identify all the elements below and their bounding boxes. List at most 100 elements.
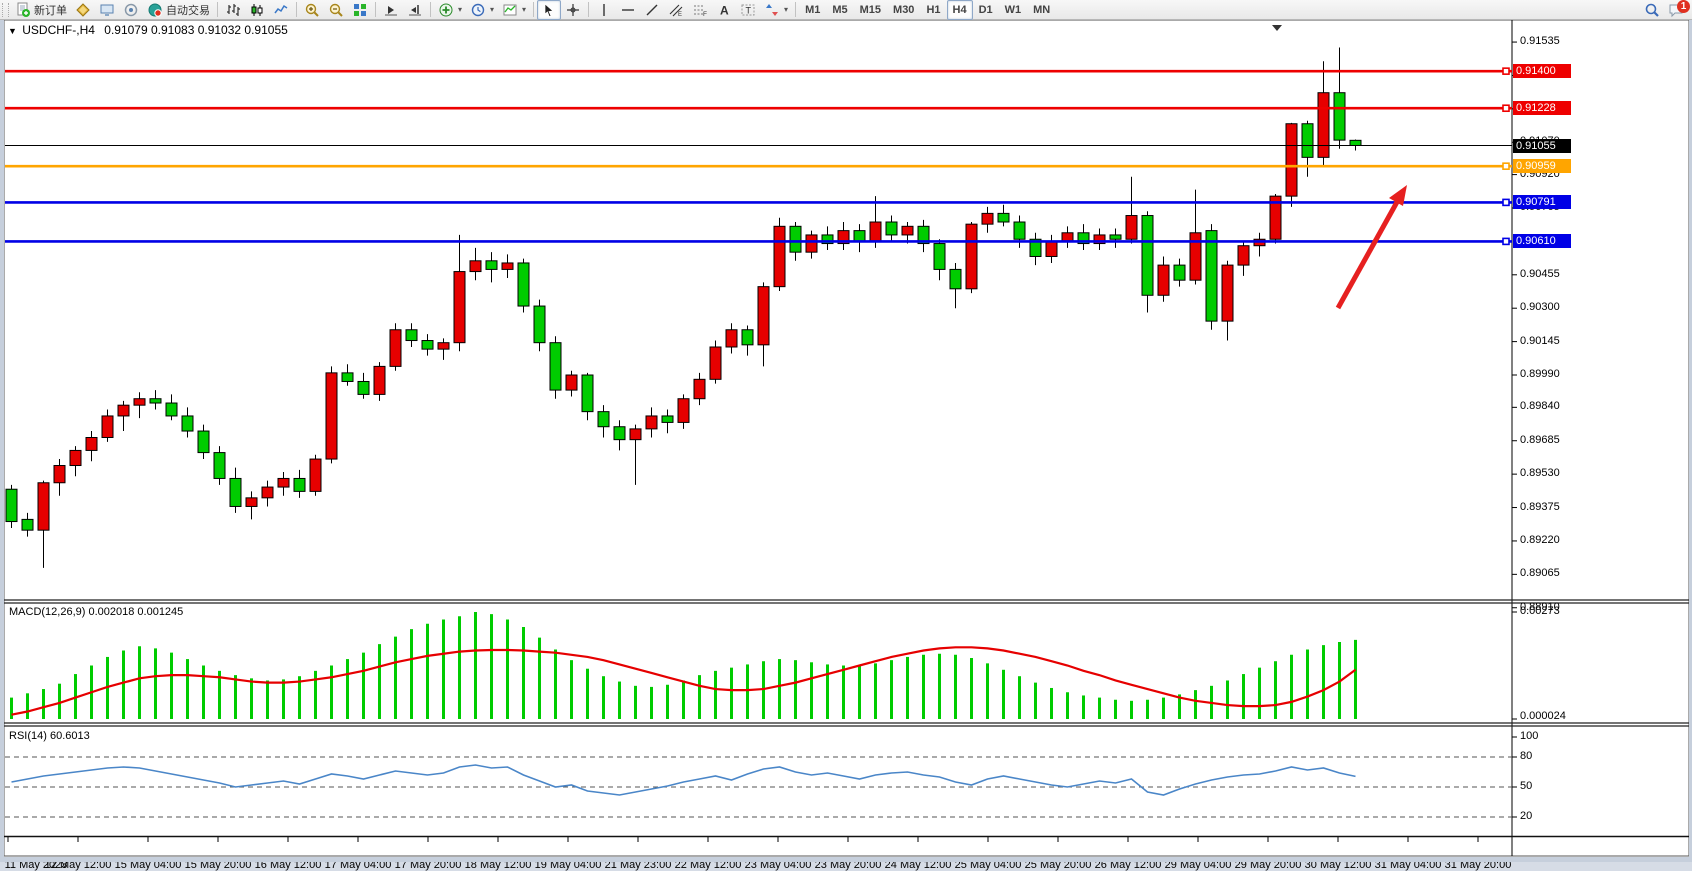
tf-m30-button-label: M30 bbox=[893, 3, 915, 16]
shapes-icon bbox=[766, 3, 779, 16]
new-order-button[interactable]: 新订单 bbox=[11, 0, 71, 20]
chart-shift-marker[interactable] bbox=[1272, 25, 1282, 31]
charts-button[interactable] bbox=[71, 0, 95, 20]
candle bbox=[885, 221, 898, 236]
bar-chart-mode-button[interactable] bbox=[221, 0, 245, 20]
candle bbox=[981, 212, 994, 225]
svg-text:E: E bbox=[678, 12, 682, 18]
line-endpoint-marker[interactable] bbox=[1502, 104, 1510, 113]
tile-windows-button[interactable] bbox=[348, 0, 372, 20]
zoom-in-button[interactable] bbox=[300, 0, 324, 20]
time-axis[interactable] bbox=[5, 837, 1688, 857]
horizontal-line-button[interactable] bbox=[616, 0, 640, 20]
text-label-button[interactable]: T bbox=[736, 0, 760, 20]
template-icon bbox=[503, 4, 517, 15]
candle bbox=[181, 415, 194, 432]
doc-plus-icon bbox=[17, 2, 30, 17]
tf-w1-button-label: W1 bbox=[1004, 3, 1022, 16]
candle bbox=[261, 486, 274, 499]
rsi-line bbox=[11, 764, 1356, 796]
candle bbox=[1189, 232, 1202, 281]
chart-shift-button[interactable] bbox=[403, 0, 427, 20]
candle bbox=[757, 286, 770, 346]
periods-button[interactable]: ▾ bbox=[466, 0, 498, 20]
candle bbox=[405, 329, 418, 342]
macd-layer bbox=[10, 612, 1357, 719]
candle bbox=[1077, 232, 1090, 245]
line-endpoint-marker[interactable] bbox=[1502, 162, 1510, 170]
candle bbox=[53, 465, 66, 484]
chartshift-icon bbox=[409, 4, 421, 15]
candle bbox=[341, 372, 354, 382]
tf-w1-button[interactable]: W1 bbox=[999, 0, 1028, 20]
trend-annotation-arrow[interactable] bbox=[1335, 185, 1407, 310]
labelT-icon: T bbox=[741, 4, 755, 15]
search-icon bbox=[1645, 3, 1659, 17]
candle bbox=[501, 262, 514, 270]
search-button[interactable] bbox=[1640, 0, 1664, 20]
fibonacci-button[interactable]: F bbox=[688, 0, 712, 20]
candle bbox=[965, 223, 978, 290]
fib-icon: F bbox=[694, 5, 707, 18]
line-chart-mode-button[interactable] bbox=[269, 0, 293, 20]
candle bbox=[389, 329, 402, 367]
textA-icon: A bbox=[720, 3, 729, 17]
data-window-button[interactable] bbox=[119, 0, 143, 20]
cursor-button[interactable] bbox=[537, 0, 562, 20]
tf-m15-button[interactable]: M15 bbox=[854, 0, 887, 20]
candle bbox=[917, 225, 930, 245]
tf-m1-button[interactable]: M1 bbox=[799, 0, 826, 20]
candle bbox=[5, 488, 18, 523]
candle bbox=[1221, 264, 1234, 322]
tf-m30-button[interactable]: M30 bbox=[887, 0, 920, 20]
channel-button[interactable]: E bbox=[664, 0, 688, 20]
templates-button[interactable]: ▾ bbox=[498, 0, 530, 20]
main-price-panel[interactable] bbox=[5, 20, 1512, 600]
tf-mn-button[interactable]: MN bbox=[1027, 0, 1056, 20]
tf-m5-button[interactable]: M5 bbox=[826, 0, 853, 20]
toolbar-separator bbox=[296, 2, 297, 17]
svg-text:A: A bbox=[720, 3, 729, 17]
tf-h1-button[interactable]: H1 bbox=[920, 0, 946, 20]
candle bbox=[229, 477, 242, 507]
line-endpoint-marker[interactable] bbox=[1502, 198, 1510, 207]
notification-badge[interactable]: 1 bbox=[1677, 0, 1690, 13]
market-watch-button[interactable] bbox=[95, 0, 119, 20]
arrows-button[interactable]: ▾ bbox=[760, 0, 792, 20]
indicators-button-dropdown-arrow[interactable]: ▾ bbox=[458, 5, 463, 14]
vertical-line-button[interactable] bbox=[592, 0, 616, 20]
autotrading-button[interactable]: 自动交易 bbox=[143, 0, 214, 20]
candle bbox=[1013, 221, 1026, 240]
macd-panel[interactable] bbox=[5, 604, 1512, 724]
candle bbox=[277, 477, 290, 488]
periods-button-dropdown-arrow[interactable]: ▾ bbox=[490, 5, 495, 14]
templates-button-dropdown-arrow[interactable]: ▾ bbox=[522, 5, 527, 14]
candle bbox=[949, 268, 962, 290]
monitor-icon bbox=[100, 4, 114, 16]
text-button[interactable]: A bbox=[712, 0, 736, 20]
candle bbox=[1125, 215, 1138, 240]
indicators-button[interactable]: ▾ bbox=[434, 0, 466, 20]
zoom-out-button[interactable] bbox=[324, 0, 348, 20]
candlestick-mode-button[interactable] bbox=[245, 0, 269, 20]
auto-scroll-button[interactable] bbox=[379, 0, 403, 20]
svg-text:F: F bbox=[703, 11, 707, 18]
signal-icon bbox=[124, 3, 138, 16]
candle bbox=[725, 329, 738, 348]
line-endpoint-marker[interactable] bbox=[1502, 67, 1510, 75]
toolbar-separator bbox=[588, 2, 590, 17]
candles-layer bbox=[5, 47, 1362, 568]
candle bbox=[629, 428, 642, 441]
bars-icon bbox=[227, 3, 240, 16]
arrows-button-dropdown-arrow[interactable]: ▾ bbox=[784, 5, 789, 14]
clock-icon bbox=[471, 3, 485, 16]
price-axis[interactable] bbox=[1513, 20, 1688, 837]
crosshair-button[interactable] bbox=[561, 0, 585, 20]
tf-h4-button[interactable]: H4 bbox=[946, 0, 973, 20]
trendline-button[interactable] bbox=[640, 0, 664, 20]
rsi-panel[interactable] bbox=[5, 727, 1512, 837]
candle bbox=[1205, 230, 1218, 322]
candle bbox=[597, 411, 610, 428]
line-endpoint-marker[interactable] bbox=[1502, 237, 1510, 246]
tf-d1-button[interactable]: D1 bbox=[973, 0, 999, 20]
